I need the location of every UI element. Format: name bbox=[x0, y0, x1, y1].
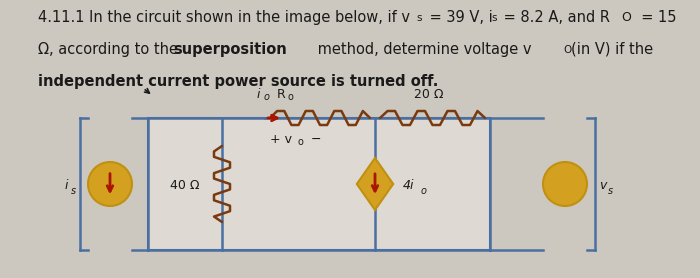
Text: i: i bbox=[64, 179, 68, 192]
Text: 4i: 4i bbox=[403, 179, 414, 192]
Text: i: i bbox=[257, 88, 260, 101]
Text: v: v bbox=[599, 179, 606, 192]
Circle shape bbox=[543, 162, 587, 206]
Text: = 39 V, i: = 39 V, i bbox=[425, 10, 493, 25]
Text: o: o bbox=[298, 137, 304, 147]
Text: independent current power source is turned off.: independent current power source is turn… bbox=[38, 74, 438, 89]
Text: −: − bbox=[307, 133, 321, 146]
Text: o: o bbox=[287, 92, 293, 102]
Text: 40 Ω: 40 Ω bbox=[170, 179, 199, 192]
Text: R: R bbox=[277, 88, 286, 101]
Text: Ω, according to the: Ω, according to the bbox=[38, 42, 183, 57]
Circle shape bbox=[88, 162, 132, 206]
Text: O: O bbox=[563, 45, 571, 55]
Text: = 15: = 15 bbox=[632, 10, 676, 25]
Text: method, determine voltage v: method, determine voltage v bbox=[313, 42, 531, 57]
Text: = 8.2 A, and R: = 8.2 A, and R bbox=[499, 10, 610, 25]
Text: 20 Ω: 20 Ω bbox=[414, 88, 444, 101]
Polygon shape bbox=[357, 158, 393, 210]
Text: s: s bbox=[491, 13, 496, 23]
Text: +: + bbox=[559, 185, 570, 199]
Text: o: o bbox=[264, 92, 270, 102]
Text: superposition: superposition bbox=[173, 42, 287, 57]
Text: + v: + v bbox=[270, 133, 292, 146]
Text: (in V) if the: (in V) if the bbox=[571, 42, 653, 57]
Text: 4.11.1 In the circuit shown in the image below, if v: 4.11.1 In the circuit shown in the image… bbox=[38, 10, 410, 25]
Text: s: s bbox=[416, 13, 421, 23]
Text: −: − bbox=[559, 169, 570, 183]
Bar bbox=[148, 118, 490, 250]
Text: o: o bbox=[421, 186, 427, 196]
Text: O: O bbox=[621, 11, 631, 24]
Text: s: s bbox=[608, 186, 613, 196]
Text: s: s bbox=[71, 186, 76, 196]
